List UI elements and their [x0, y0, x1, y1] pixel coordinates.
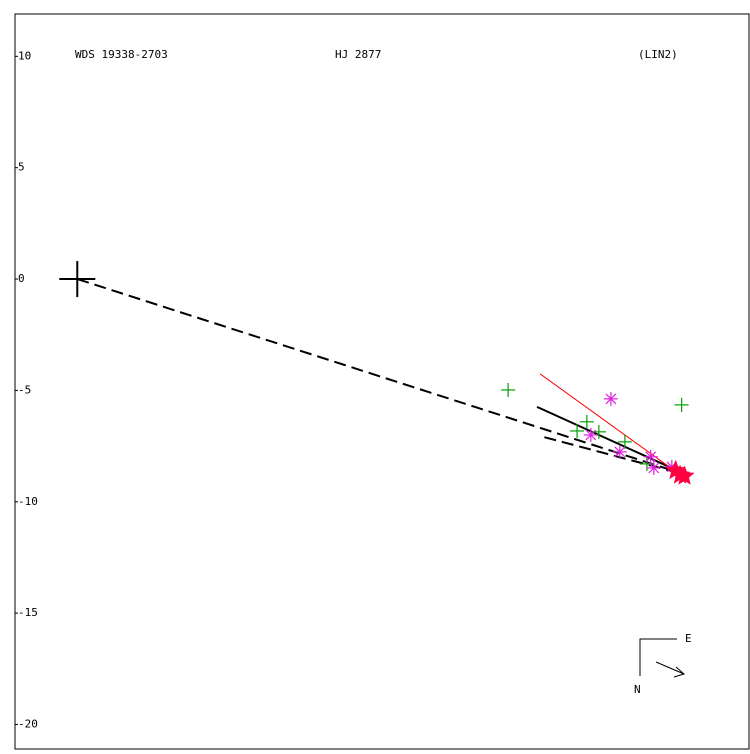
stroke [648, 462, 660, 474]
y-tick-label: -15 [18, 606, 38, 619]
y-tick-label: 0 [18, 272, 25, 285]
y-tick-label: 10 [18, 49, 31, 62]
point [646, 460, 661, 475]
point [674, 465, 695, 485]
compass-label: N [634, 683, 641, 696]
point [570, 423, 585, 438]
stroke [614, 446, 626, 458]
compass-axes [639, 638, 677, 676]
label: (LIN2) [638, 48, 678, 61]
point [579, 414, 594, 429]
orbit-line [539, 373, 680, 475]
compass-arrowhead [673, 666, 686, 678]
stroke [585, 429, 597, 441]
point [674, 397, 689, 412]
label: WDS 19338-2703 [75, 48, 168, 61]
y-tick-label: -5 [18, 383, 31, 396]
y-tick-label: -10 [18, 495, 38, 508]
plot-frame [14, 13, 750, 750]
orbit-line [536, 405, 688, 476]
point [501, 382, 516, 397]
stroke [645, 451, 657, 463]
point [612, 444, 627, 459]
compass-label: E [685, 632, 692, 645]
y-tick-label: 5 [18, 161, 25, 174]
point [639, 456, 654, 471]
point [583, 427, 598, 442]
primary-star [59, 261, 96, 298]
point [617, 434, 632, 449]
y-tick-label: -20 [18, 718, 38, 731]
star [674, 465, 695, 485]
compass-arrow [655, 661, 685, 675]
orbit-line [76, 278, 688, 476]
compass [639, 638, 686, 678]
stroke [605, 393, 617, 405]
point [643, 449, 658, 464]
label: HJ 2877 [335, 48, 381, 61]
point [603, 391, 618, 406]
